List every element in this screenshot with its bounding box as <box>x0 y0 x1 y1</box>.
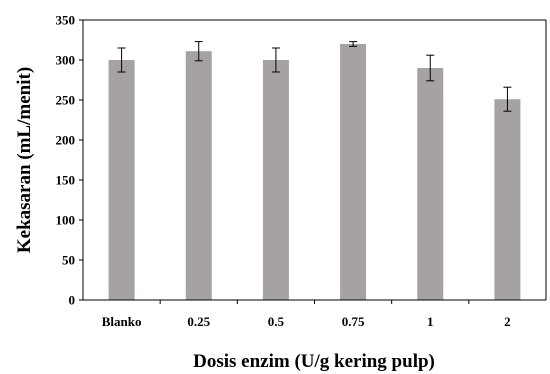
x-tick-label: 0.75 <box>342 314 365 329</box>
y-tick-label: 300 <box>56 53 76 68</box>
axes-layer <box>82 19 547 301</box>
error-bars-layer <box>117 41 512 112</box>
y-tick-label: 250 <box>56 93 76 108</box>
bar-Blanko <box>108 60 135 300</box>
bar-0.5 <box>262 60 289 300</box>
y-tick-label: 50 <box>62 253 75 268</box>
bar-2 <box>494 99 521 300</box>
x-tick-label: 0.5 <box>268 314 285 329</box>
x-ticks-layer: Blanko 0.25 0.5 0.75 1 2 <box>102 300 511 329</box>
y-tick-label: 200 <box>56 133 76 148</box>
y-tick-label: 0 <box>69 293 76 308</box>
y-axis-title: Kekasaran (mL/menit) <box>14 67 35 253</box>
x-tick-label: 1 <box>427 314 434 329</box>
x-axis-title: Dosis enzim (U/g kering pulp) <box>193 351 435 372</box>
x-tick-label: 0.25 <box>187 314 210 329</box>
y-tick-label: 100 <box>56 213 76 228</box>
error-bar-1 <box>426 54 435 82</box>
error-bar-0.25 <box>194 41 203 62</box>
x-tick-label: 2 <box>504 314 511 329</box>
bar-1 <box>417 68 444 300</box>
error-bar-Blanko <box>117 47 126 73</box>
bar-0.75 <box>340 44 367 300</box>
error-bar-2 <box>503 86 512 112</box>
error-bar-0.5 <box>271 47 280 73</box>
x-tick-label: Blanko <box>102 314 142 329</box>
error-bar-0.75 <box>349 41 358 47</box>
bars-layer <box>108 44 521 301</box>
y-tick-label: 150 <box>56 173 76 188</box>
bar-0.25 <box>185 51 212 301</box>
y-tick-label: 350 <box>56 13 76 28</box>
y-ticks-layer: 0 50 100 150 200 250 300 350 <box>56 13 83 308</box>
